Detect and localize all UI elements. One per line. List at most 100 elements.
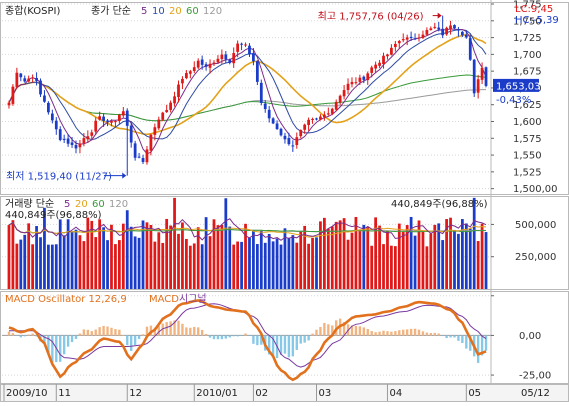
volume-bar-up [449, 217, 452, 289]
price-panel[interactable] [7, 15, 488, 176]
volume-bar-up [311, 237, 314, 289]
candle-down [252, 53, 255, 62]
volume-bar-up [90, 220, 94, 289]
volume-bar-up [295, 242, 299, 289]
candle-down [62, 138, 66, 140]
volume-bar-up [433, 224, 437, 289]
price-legend-item: 5 [141, 6, 147, 17]
candle-down [413, 38, 417, 40]
volume-bar-up [319, 221, 322, 289]
volume-bar-up [390, 245, 393, 289]
candle-up [232, 53, 236, 64]
volume-bar-up [78, 235, 82, 289]
volume-bar-down [125, 210, 129, 289]
oscillator-bar-positive [94, 329, 97, 336]
candle-up [303, 124, 307, 130]
x-tick-label: 04 [389, 388, 402, 399]
candle-up [350, 81, 354, 85]
oscillator-bar-positive [173, 320, 176, 336]
oscillator-bar-negative [457, 335, 460, 341]
oscillator-bar-positive [27, 334, 30, 336]
oscillator-bar-positive [149, 325, 153, 336]
high-arrowhead [437, 12, 442, 19]
oscillator-bar-positive [98, 327, 101, 336]
price-legend-item: 20 [169, 6, 182, 17]
oscillator-bar-negative [15, 335, 19, 336]
oscillator-bar-negative [212, 335, 216, 340]
oscillator-bar-positive [366, 329, 369, 336]
volume-bar-down [50, 244, 54, 289]
candle-up [334, 101, 338, 110]
volume-bar-down [468, 228, 472, 289]
candle-up [185, 72, 188, 79]
volume-bar-up [358, 230, 362, 289]
volume-bar-down [275, 238, 279, 289]
oscillator-bar-positive [350, 325, 354, 336]
x-tick-label: 03 [318, 388, 331, 399]
candle-up [370, 67, 374, 73]
volume-bar-down [62, 235, 66, 289]
oscillator-bar-positive [153, 327, 157, 336]
candle-up [476, 79, 480, 93]
candle-up [390, 47, 393, 55]
oscillator-bar-negative [252, 335, 255, 344]
volume-bar-up [342, 218, 346, 289]
candle-up [169, 102, 172, 110]
oscillator-bar-negative [271, 335, 275, 357]
oscillator-bar-negative [279, 335, 283, 355]
oscillator-bar-positive [161, 323, 164, 336]
volume-legend-item: 120 [109, 199, 128, 210]
oscillator-bar-negative [130, 335, 133, 351]
macd-panel[interactable] [7, 299, 488, 382]
volume-bar-up [334, 221, 338, 289]
candle-up [433, 26, 437, 28]
volume-panel[interactable] [7, 197, 488, 289]
volume-bar-up [11, 220, 15, 289]
volume-bar-down [287, 238, 291, 289]
volume-bar-up [425, 246, 429, 289]
current-value-label: 1,653,03 [496, 81, 541, 92]
volume-bar-down [47, 244, 50, 289]
oscillator-bar-negative [228, 335, 231, 338]
candle-down [35, 77, 38, 81]
candle-down [362, 76, 366, 80]
current-value-box [493, 78, 539, 92]
oscillator-bar-negative [51, 335, 54, 363]
candle-up [11, 86, 15, 104]
candle-up [354, 82, 358, 84]
candle-down [453, 25, 456, 29]
candle-down [125, 110, 129, 126]
volume-bar-down [102, 227, 105, 289]
volume-bar-down [70, 231, 74, 289]
oscillator-bar-positive [185, 327, 188, 336]
candle-up [295, 137, 299, 145]
candle-up [393, 43, 397, 48]
candle-up [82, 138, 86, 144]
volume-bar-up [157, 232, 161, 289]
volume-bar-up [153, 241, 157, 289]
candle-up [421, 34, 425, 38]
oscillator-bar-positive [118, 329, 121, 336]
candle-up [401, 39, 405, 41]
candle-down [43, 95, 46, 102]
candle-up [188, 71, 192, 74]
volume-bar-up [145, 222, 149, 289]
x-tick-label: 02 [255, 388, 268, 399]
candle-down [468, 38, 472, 60]
volume-bar-down [228, 226, 232, 289]
candle-up [90, 132, 94, 136]
oscillator-bar-negative [23, 335, 26, 337]
candle-up [192, 67, 196, 72]
candle-up [145, 149, 149, 163]
oscillator-bar-positive [141, 334, 145, 336]
candle-up [449, 25, 452, 30]
candle-down [457, 29, 460, 31]
volume-bar-down [453, 229, 456, 289]
price-legend-item: 120 [203, 6, 222, 17]
oscillator-bar-negative [461, 335, 464, 344]
oscillator-bar-positive [331, 325, 334, 336]
price-legend-item: 10 [152, 6, 165, 17]
candle-up [425, 30, 429, 35]
volume-bar-up [476, 241, 480, 289]
candle-down [437, 27, 441, 30]
